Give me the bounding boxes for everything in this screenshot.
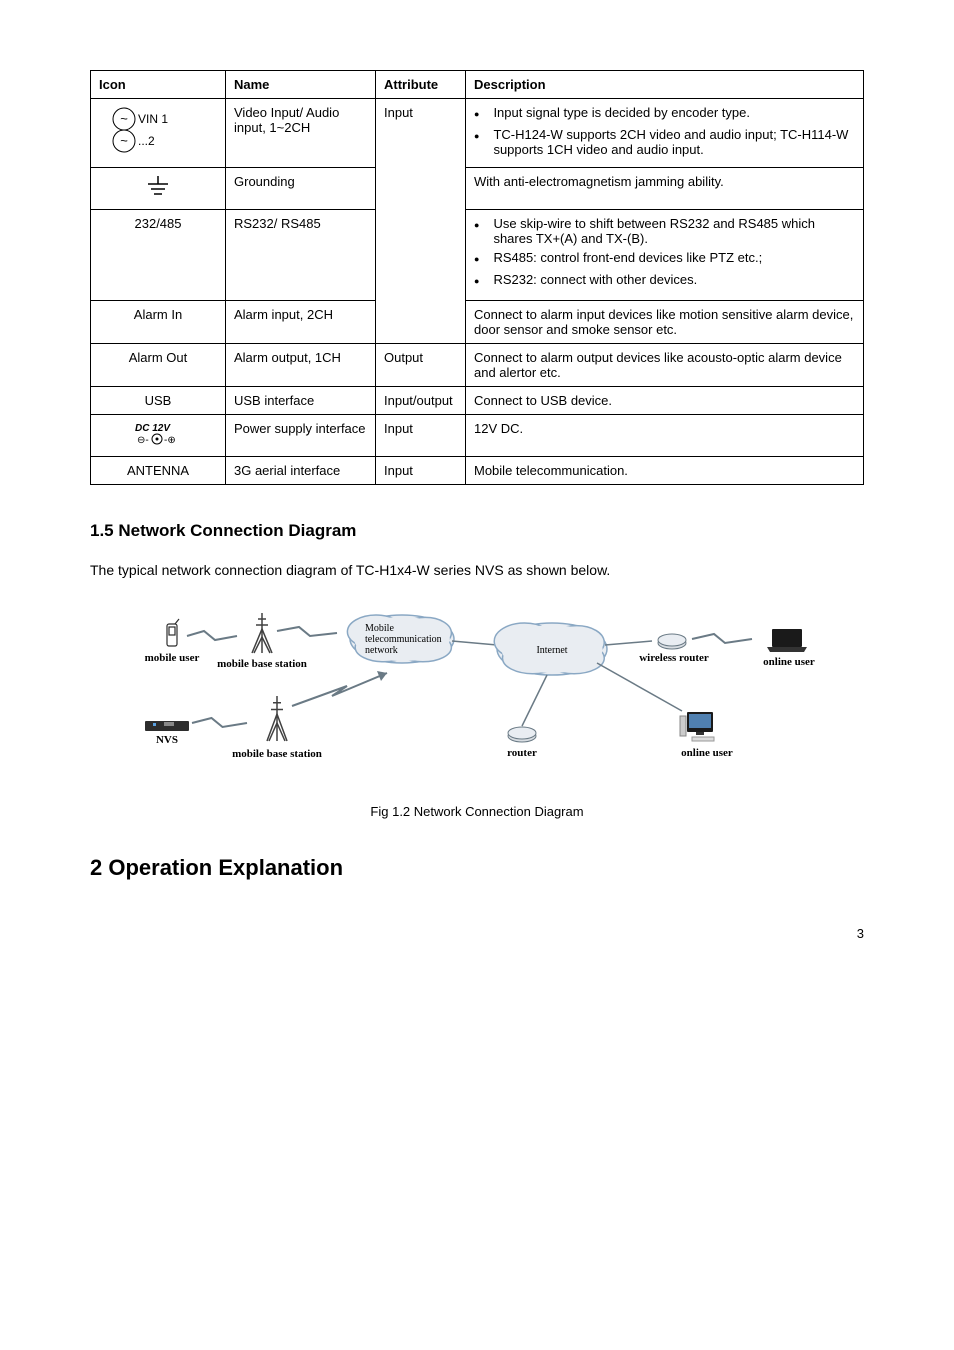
cell-name: Power supply interface <box>226 415 376 457</box>
cell-name: RS232/ RS485 <box>226 210 376 301</box>
chapter-2-title: 2 Operation Explanation <box>90 855 864 881</box>
svg-text:-⊕: -⊕ <box>164 435 176 446</box>
svg-text:VIN 1: VIN 1 <box>138 112 168 126</box>
table-row: ANTENNA3G aerial interfaceInputMobile te… <box>91 457 864 485</box>
table-row: DC 12V ⊖- -⊕ Power supply interfaceInput… <box>91 415 864 457</box>
cell-icon: ~ VIN 1 ~ ...2 <box>91 99 226 168</box>
svg-text:Internet: Internet <box>536 645 567 656</box>
svg-text:...2: ...2 <box>138 134 155 148</box>
cell-name: 3G aerial interface <box>226 457 376 485</box>
svg-text:mobile base station: mobile base station <box>217 658 307 670</box>
col-icon: Icon <box>91 71 226 99</box>
col-desc: Description <box>466 71 864 99</box>
table-row: Alarm OutAlarm output, 1CHOutputConnect … <box>91 344 864 387</box>
list-item: Use skip-wire to shift between RS232 and… <box>474 216 855 246</box>
svg-text:online user: online user <box>681 747 733 759</box>
cell-icon: Alarm Out <box>91 344 226 387</box>
table-row: Grounding With anti-electromagnetism jamm… <box>91 168 864 210</box>
svg-text:DC 12V: DC 12V <box>135 423 171 434</box>
table-row: ~ VIN 1 ~ ...2 Video Input/ Audio input,… <box>91 99 864 168</box>
section-1-5-title: 1.5 Network Connection Diagram <box>90 521 864 541</box>
cell-name: USB interface <box>226 387 376 415</box>
cell-desc: Connect to alarm input devices like moti… <box>466 301 864 344</box>
svg-text:NVS: NVS <box>156 734 178 746</box>
cell-icon <box>91 168 226 210</box>
cell-desc: With anti-electromagnetism jamming abili… <box>466 168 864 210</box>
cell-desc: 12V DC. <box>466 415 864 457</box>
interface-table: Icon Name Attribute Description ~ VIN 1 … <box>90 70 864 485</box>
cell-desc: Connect to alarm output devices like aco… <box>466 344 864 387</box>
page-number: 3 <box>857 926 864 941</box>
svg-text:~: ~ <box>120 133 128 148</box>
cell-icon: Alarm In <box>91 301 226 344</box>
figure-1-2: mobile user mobile base station Mobilete… <box>90 601 864 819</box>
svg-text:router: router <box>507 747 537 759</box>
cell-attr: Output <box>376 344 466 387</box>
table-row: USBUSB interfaceInput/outputConnect to U… <box>91 387 864 415</box>
svg-text:mobile user: mobile user <box>145 652 200 664</box>
cell-desc: Connect to USB device. <box>466 387 864 415</box>
svg-text:⊖-: ⊖- <box>137 435 149 446</box>
cell-attr: Input <box>376 415 466 457</box>
cell-name: Alarm output, 1CH <box>226 344 376 387</box>
svg-text:telecommunication: telecommunication <box>365 634 442 645</box>
cell-desc: Mobile telecommunication. <box>466 457 864 485</box>
cell-name: Video Input/ Audio input, 1~2CH <box>226 99 376 168</box>
network-diagram: mobile user mobile base station Mobilete… <box>117 601 837 791</box>
cell-desc: Use skip-wire to shift between RS232 and… <box>466 210 864 301</box>
cell-desc: Input signal type is decided by encoder … <box>466 99 864 168</box>
section-1-5-desc: The typical network connection diagram o… <box>90 559 864 581</box>
svg-text:wireless router: wireless router <box>639 652 709 664</box>
cell-icon: ANTENNA <box>91 457 226 485</box>
svg-text:~: ~ <box>120 111 128 126</box>
cell-icon: 232/485 <box>91 210 226 301</box>
list-item: RS485: control front-end devices like PT… <box>474 250 855 268</box>
list-item: RS232: connect with other devices. <box>474 272 855 290</box>
svg-text:online user: online user <box>763 656 815 668</box>
cell-name: Grounding <box>226 168 376 210</box>
cell-attr: Input <box>376 457 466 485</box>
cell-icon: USB <box>91 387 226 415</box>
table-row: 232/485RS232/ RS485 Use skip-wire to shif… <box>91 210 864 301</box>
table-row: Alarm InAlarm input, 2CH Connect to alarm… <box>91 301 864 344</box>
figure-caption: Fig 1.2 Network Connection Diagram <box>90 804 864 819</box>
col-name: Name <box>226 71 376 99</box>
cell-attr: Input/output <box>376 387 466 415</box>
cell-icon: DC 12V ⊖- -⊕ <box>91 415 226 457</box>
list-item: Input signal type is decided by encoder … <box>474 105 855 123</box>
list-item: TC-H124-W supports 2CH video and audio i… <box>474 127 855 157</box>
table-header-row: Icon Name Attribute Description <box>91 71 864 99</box>
svg-text:network: network <box>365 645 398 656</box>
cell-name: Alarm input, 2CH <box>226 301 376 344</box>
col-attr: Attribute <box>376 71 466 99</box>
cell-attr: Input <box>376 99 466 344</box>
svg-text:mobile base station: mobile base station <box>232 748 322 760</box>
svg-text:Mobile: Mobile <box>365 623 394 634</box>
